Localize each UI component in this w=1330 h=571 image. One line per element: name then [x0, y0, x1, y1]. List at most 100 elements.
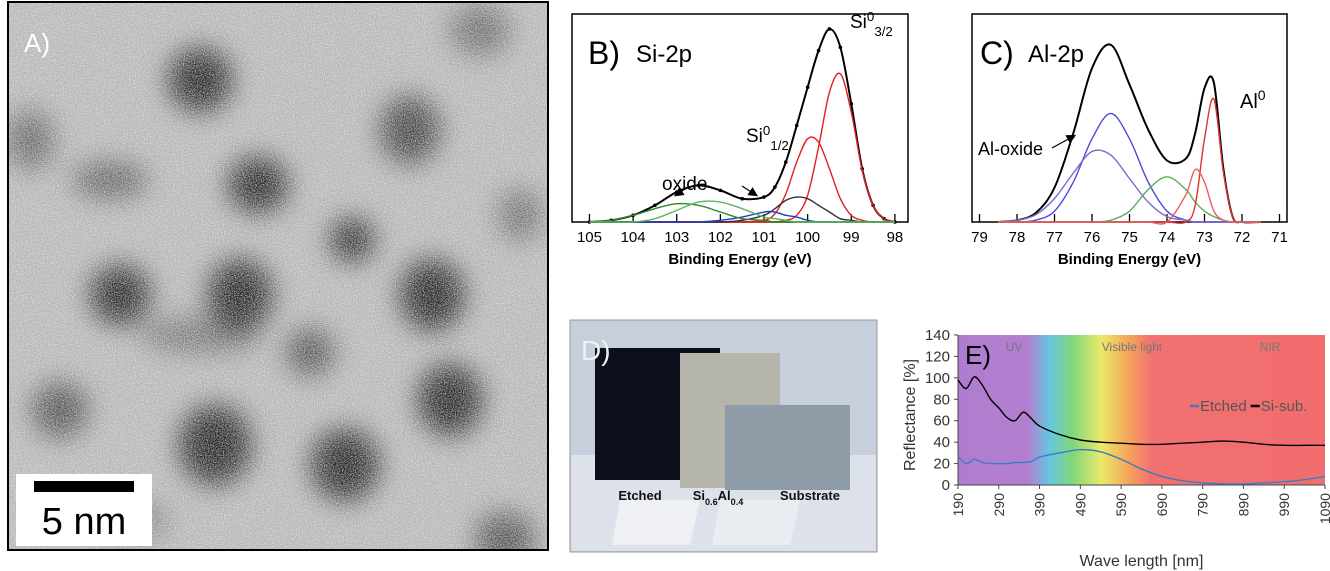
region-label: UV: [1006, 340, 1023, 354]
legend-label: Si-sub.: [1261, 398, 1308, 415]
spectrum-background: [958, 335, 1325, 485]
data-point: [838, 45, 843, 50]
data-point: [762, 195, 766, 199]
arrow: [1051, 134, 1077, 149]
plot-frame: [571, 13, 909, 223]
plot-frame: [971, 13, 1288, 223]
x-tick-label: 78: [1009, 229, 1026, 246]
y-tick-label: 120: [925, 348, 950, 365]
x-axis-label: Binding Energy (eV): [668, 251, 811, 268]
data-point: [849, 102, 854, 106]
panel-label: B): [588, 35, 620, 71]
text-part: Si: [693, 488, 705, 503]
x-tick-label: 76: [1084, 229, 1101, 246]
text-part: Si: [850, 12, 867, 33]
data-point: [794, 123, 799, 128]
series-line: [998, 168, 1261, 225]
panel-label: E): [965, 340, 991, 370]
supscript: 0: [867, 9, 874, 24]
data-point: [827, 27, 832, 31]
x-tick-label: 101: [751, 229, 776, 246]
chart-title: Si-2p: [636, 41, 692, 68]
text-part: Al: [718, 488, 731, 503]
x-tick-label: 100: [795, 229, 820, 246]
x-tick-label: 77: [1046, 229, 1063, 246]
data-point: [816, 48, 821, 53]
x-tick-label: 79: [971, 229, 988, 246]
series-line: [957, 448, 1326, 485]
x-tick-label: 690: [1154, 493, 1170, 517]
x-tick-label: 98: [887, 229, 904, 246]
annotation: Al-oxide: [978, 139, 1043, 159]
x-tick-label: 99: [843, 229, 860, 246]
region-label: NIR: [1260, 340, 1281, 354]
subscript: 0.6: [705, 497, 718, 507]
annotation: Si01/2: [746, 123, 789, 153]
data-point: [784, 160, 788, 164]
y-axis-label: Reflectance [%]: [902, 359, 919, 471]
x-tick-label: 102: [708, 229, 733, 246]
y-tick-label: 0: [942, 477, 950, 494]
supscript: 0: [763, 123, 770, 138]
sample-label: Etched: [618, 488, 661, 503]
supscript: 0: [1258, 87, 1266, 103]
data-point: [674, 190, 679, 194]
annotation: Al0: [1240, 87, 1266, 113]
x-tick-label: 1090: [1317, 493, 1330, 524]
annotation: oxide: [662, 174, 707, 195]
x-tick-label: 103: [664, 229, 689, 246]
data-point: [805, 85, 810, 90]
data-point: [653, 203, 657, 208]
x-tick-label: 590: [1113, 493, 1129, 517]
text-part: Al: [1240, 91, 1258, 113]
x-tick-label: 104: [621, 229, 646, 246]
sample-photo: [569, 319, 878, 553]
region-label: Visible light: [1102, 340, 1163, 354]
x-tick-label: 105: [577, 229, 602, 246]
x-tick-label: 890: [1235, 493, 1251, 517]
scale-bar: [34, 481, 134, 492]
x-axis-label: Wave length [nm]: [1080, 553, 1204, 570]
x-tick-label: 71: [1271, 229, 1288, 246]
y-tick-label: 20: [933, 456, 950, 473]
x-tick-label: 73: [1196, 229, 1213, 246]
y-tick-label: 40: [933, 434, 950, 451]
panel-frame: [7, 1, 549, 551]
chart-title: Al-2p: [1028, 41, 1084, 68]
subscript: 3/2: [874, 24, 893, 39]
x-tick-label: 790: [1195, 493, 1211, 517]
data-point: [773, 185, 777, 189]
x-tick-label: 74: [1159, 229, 1176, 246]
arrow: [741, 185, 759, 197]
text-part: Si: [746, 126, 763, 147]
series-line: [589, 200, 895, 223]
panel-label: C): [980, 35, 1014, 71]
panel-label: D): [581, 335, 611, 366]
series-line: [957, 376, 1325, 447]
x-tick-label: 990: [1276, 493, 1292, 517]
y-tick-label: 100: [925, 370, 950, 387]
x-axis-label: Binding Energy (eV): [1058, 251, 1201, 268]
x-tick-label: 390: [1032, 493, 1048, 517]
y-tick-label: 60: [933, 413, 950, 430]
scale-bar-label: 5 nm: [42, 501, 126, 543]
micrograph: [8, 2, 548, 550]
x-tick-label: 190: [950, 493, 966, 517]
data-point: [740, 196, 744, 201]
subscript: 0.4: [731, 497, 745, 507]
data-point: [696, 183, 701, 188]
x-tick-label: 290: [991, 493, 1007, 517]
x-tick-label: 75: [1121, 229, 1138, 246]
x-tick-label: 72: [1234, 229, 1251, 246]
annotation: Si03/2: [850, 9, 893, 39]
subscript: 1/2: [770, 138, 789, 153]
panel-label: A): [24, 28, 50, 58]
x-tick-label: 490: [1072, 493, 1088, 517]
y-tick-label: 140: [925, 327, 950, 344]
y-tick-label: 80: [933, 391, 950, 408]
sample-label: Substrate: [780, 488, 840, 503]
legend-label: Etched: [1200, 398, 1247, 415]
sample-label: Si0.6Al0.4: [693, 488, 745, 507]
